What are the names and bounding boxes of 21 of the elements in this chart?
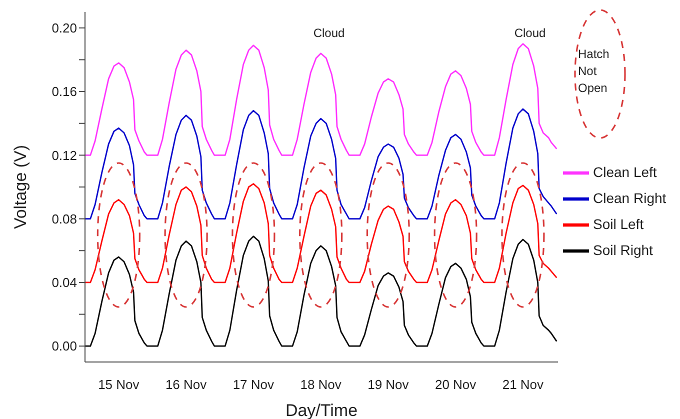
y-tick-label: 0.08 xyxy=(52,211,77,226)
legend-label: Clean Left xyxy=(593,164,657,180)
x-tick-label: 20 Nov xyxy=(434,377,477,392)
y-tick-label: 0.04 xyxy=(52,275,77,290)
text: Hatch Not Open xyxy=(578,46,610,97)
legend-label: Soil Left xyxy=(593,216,644,232)
x-tick-label: 18 Nov xyxy=(300,377,342,392)
x-tick-label: 17 Nov xyxy=(232,377,275,392)
y-tick-label: 0.12 xyxy=(52,148,77,163)
x-tick-label: 21 Nov xyxy=(502,377,544,392)
y-tick-label: 0.20 xyxy=(52,20,77,36)
y-axis-title: Voltage (V) xyxy=(11,144,30,230)
x-tick-label: 19 Nov xyxy=(368,377,410,392)
y-tick-label: 0.16 xyxy=(52,84,77,100)
legend-label: Soil Right xyxy=(593,242,653,258)
annotation: Cloud xyxy=(513,26,547,40)
x-tick-label: 16 Nov xyxy=(165,377,208,392)
annotation: Cloud xyxy=(312,26,346,40)
legend-label: Clean Right xyxy=(593,190,666,206)
y-tick-label: 0.00 xyxy=(52,338,77,354)
x-tick-label: 15 Nov xyxy=(98,377,140,392)
